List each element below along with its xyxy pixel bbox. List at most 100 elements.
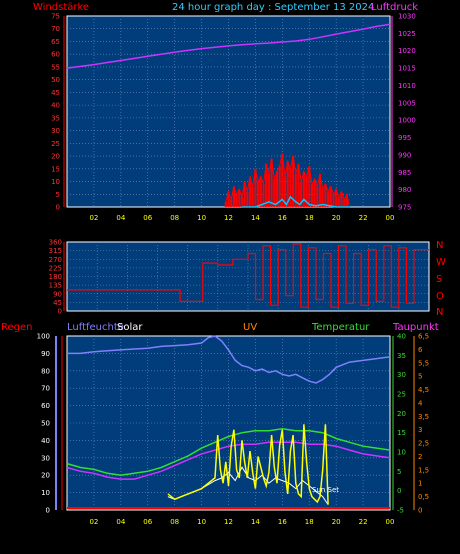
time-label-bottom: 12 [224, 518, 233, 526]
time-label-top: 10 [197, 214, 206, 222]
wind-tick-label: 25 [51, 140, 60, 148]
uv-tick-label: 2 [418, 453, 422, 461]
direction-tick-label: 180 [49, 273, 62, 281]
direction-label-n-top: N [436, 240, 443, 251]
direction-tick-label: 315 [49, 247, 62, 255]
pressure-tick-label: 1030 [398, 13, 416, 21]
direction-label-o: O [436, 291, 444, 302]
pressure-line [66, 23, 391, 69]
humidity-tick-label: 60 [41, 402, 50, 410]
time-label-top: 20 [332, 214, 341, 222]
time-label-top: 06 [143, 214, 152, 222]
sun-set-label: Sun Set [312, 486, 339, 494]
time-label-top: 08 [170, 214, 179, 222]
time-label-bottom: 20 [332, 518, 341, 526]
wind-axis-title: Windstärke [33, 2, 89, 13]
wind-tick-label: 65 [51, 38, 60, 46]
direction-tick-label: 360 [49, 239, 62, 247]
temp-tick-label: 35 [397, 352, 406, 360]
wind-tick-label: 40 [51, 102, 60, 110]
wind-tick-label: 30 [51, 127, 60, 135]
wind-tick-label: 50 [51, 76, 60, 84]
uv-tick-label: 5 [418, 373, 422, 381]
humidity-tick-label: 70 [41, 385, 50, 393]
humidity-tick-label: 30 [41, 454, 50, 462]
direction-label-n-bottom: N [436, 307, 443, 318]
humidity-tick-label: 50 [41, 420, 50, 428]
time-label-top: 18 [305, 214, 314, 222]
pressure-tick-label: 980 [398, 186, 411, 194]
direction-label-s: S [436, 274, 442, 285]
temperature-line [66, 428, 391, 476]
direction-tick-label: 135 [49, 282, 62, 290]
temp-tick-label: 20 [397, 410, 406, 418]
temp-tick-label: 15 [397, 429, 406, 437]
pressure-tick-label: 990 [398, 151, 411, 159]
pressure-tick-label: 1025 [398, 30, 416, 38]
direction-label-w: W [436, 257, 446, 268]
pressure-tick-label: 1000 [398, 117, 416, 125]
humidity-tick-label: 20 [41, 472, 50, 480]
uv-tick-label: 1 [418, 480, 422, 488]
wind-tick-label: 75 [51, 13, 60, 21]
pressure-axis-title: Luftdruck [371, 2, 418, 13]
time-label-top: 16 [278, 214, 287, 222]
time-label-top: 14 [251, 214, 260, 222]
temp-tick-label: 30 [397, 371, 406, 379]
uv-tick-label: 1,5 [418, 466, 429, 474]
chart-title: 24 hour graph day : September 13 2024 [172, 2, 374, 13]
direction-tick-label: 225 [49, 264, 62, 272]
wind-line [225, 153, 351, 208]
time-label-bottom: 16 [278, 518, 287, 526]
temp-tick-label: -5 [397, 507, 404, 515]
direction-tick-label: 0 [58, 308, 62, 316]
pressure-tick-label: 985 [398, 169, 411, 177]
humidity-tick-label: 40 [41, 437, 50, 445]
wind-tick-label: 10 [51, 178, 60, 186]
uv-tick-label: 6 [418, 346, 423, 354]
time-label-top: 04 [116, 214, 125, 222]
uv-tick-label: 2,5 [418, 440, 429, 448]
humidity-tick-label: 80 [41, 367, 50, 375]
uv-tick-label: 6,5 [418, 333, 429, 341]
wind-tick-label: 35 [51, 114, 60, 122]
time-label-bottom: 08 [170, 518, 179, 526]
time-label-top: 00 [386, 214, 395, 222]
dewpoint-line [66, 441, 391, 480]
uv-tick-label: 0,5 [418, 493, 429, 501]
uv-axis-title: UV [243, 322, 257, 333]
uv-tick-label: 4 [418, 399, 423, 407]
pressure-tick-label: 1020 [398, 47, 416, 55]
uv-line [167, 424, 329, 505]
humidity-tick-label: 100 [37, 333, 50, 341]
direction-tick-label: 90 [53, 290, 62, 298]
direction-line [67, 243, 429, 308]
temp-tick-label: 25 [397, 391, 406, 399]
humidity-axis-title: Luftfeuchte [67, 322, 124, 333]
pressure-tick-label: 1010 [398, 82, 416, 90]
tick-layer: 0510152025303540455055606570759759809859… [37, 13, 430, 527]
pressure-tick-label: 1015 [398, 65, 416, 73]
wind-tick-label: 70 [51, 25, 60, 33]
wind-tick-label: 15 [51, 165, 60, 173]
temp-tick-label: 40 [397, 333, 406, 341]
pressure-tick-label: 1005 [398, 99, 416, 107]
time-label-bottom: 00 [386, 518, 395, 526]
wind-tick-label: 60 [51, 51, 60, 59]
time-label-top: 02 [89, 214, 98, 222]
pressure-tick-label: 995 [398, 134, 411, 142]
solar-axis-title: Solar [117, 322, 143, 333]
direction-tick-label: 270 [49, 256, 62, 264]
time-label-bottom: 22 [359, 518, 368, 526]
uv-tick-label: 3 [418, 426, 422, 434]
temperature-axis-title: Temperatur [311, 322, 370, 333]
uv-tick-label: 4,5 [418, 386, 429, 394]
time-label-bottom: 10 [197, 518, 206, 526]
temp-tick-label: 0 [397, 487, 401, 495]
uv-tick-label: 3,5 [418, 413, 429, 421]
solar-line [167, 466, 329, 505]
temp-tick-label: 5 [397, 468, 401, 476]
time-label-top: 22 [359, 214, 368, 222]
rain-axis-title: Regen [1, 322, 33, 333]
